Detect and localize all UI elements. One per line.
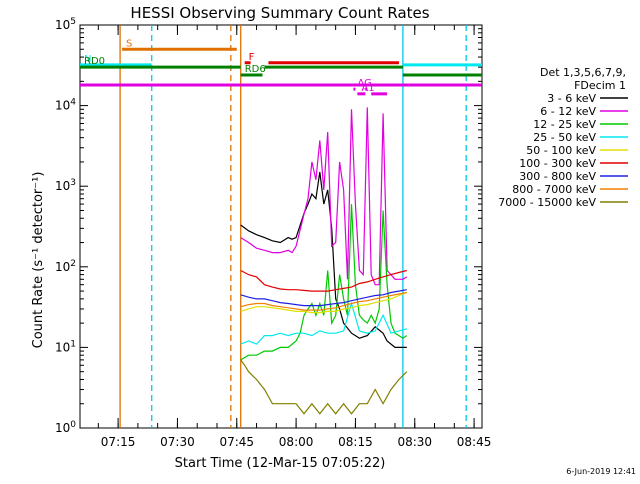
plot-frame bbox=[79, 24, 483, 429]
x-tick-label: 07:30 bbox=[160, 435, 195, 449]
series-line bbox=[240, 359, 408, 415]
y-tick-label: 105 bbox=[55, 17, 76, 32]
legend-entry-label: 25 - 50 keV bbox=[533, 131, 596, 144]
series-line bbox=[240, 269, 407, 292]
y-tick-label: 101 bbox=[55, 339, 76, 354]
x-tick-label: 07:15 bbox=[101, 435, 136, 449]
y-tick-label: 100 bbox=[55, 420, 76, 435]
flag-bar-label: AG bbox=[357, 78, 371, 89]
legend-entry-label: 12 - 25 keV bbox=[533, 118, 596, 131]
flag-bar-label: RD0 bbox=[84, 56, 105, 67]
legend-entry-label: 7000 - 15000 keV bbox=[498, 196, 596, 209]
series-line bbox=[240, 289, 407, 307]
series-line bbox=[240, 107, 408, 286]
x-tick-label: 08:15 bbox=[338, 435, 373, 449]
chart-title: HESSI Observing Summary Count Rates bbox=[130, 4, 429, 22]
plot-area: 100 101 102 103 104 105 07:15 07:30 07:45 08:00 08… bbox=[55, 17, 491, 449]
legend-entry-label: 3 - 6 keV bbox=[547, 92, 596, 105]
legend-entry-label: 800 - 7000 keV bbox=[512, 183, 596, 196]
x-tick-label: 08:30 bbox=[397, 435, 432, 449]
legend-title: Det 1,3,5,6,7,9, bbox=[540, 66, 626, 79]
y-tick-label: 103 bbox=[55, 178, 76, 193]
flag-bar-label: RD6 bbox=[245, 64, 266, 75]
legend-entry-label: 100 - 300 keV bbox=[519, 157, 596, 170]
flag-bar-label: N bbox=[84, 54, 91, 65]
legend-entry-label: 50 - 100 keV bbox=[526, 144, 596, 157]
y-tick-label: 104 bbox=[55, 98, 76, 113]
y-axis-label: Count Rate (s⁻¹ detector⁻¹) bbox=[31, 172, 46, 349]
flag-bar-label: S bbox=[126, 38, 132, 49]
x-axis-label: Start Time (12-Mar-15 07:05:22) bbox=[175, 456, 386, 471]
legend-entry-label: 6 - 12 keV bbox=[540, 105, 596, 118]
series-line bbox=[240, 204, 408, 361]
series-line bbox=[240, 301, 407, 345]
legend-entry-label: 300 - 800 keV bbox=[519, 170, 596, 183]
series-line bbox=[240, 291, 407, 311]
x-tick-label: 08:45 bbox=[457, 435, 492, 449]
flag-bar-label: A1 bbox=[361, 83, 374, 94]
series-line bbox=[240, 291, 408, 314]
series-line bbox=[240, 171, 407, 348]
timestamp-label: 6-Jun-2019 12:41 bbox=[566, 467, 636, 476]
x-tick-label: 07:45 bbox=[219, 435, 254, 449]
y-tick-label: 102 bbox=[55, 259, 76, 274]
x-tick-label: 08:00 bbox=[279, 435, 314, 449]
legend-title: FDecim 1 bbox=[574, 79, 626, 92]
flag-bar-label: F bbox=[249, 52, 255, 63]
